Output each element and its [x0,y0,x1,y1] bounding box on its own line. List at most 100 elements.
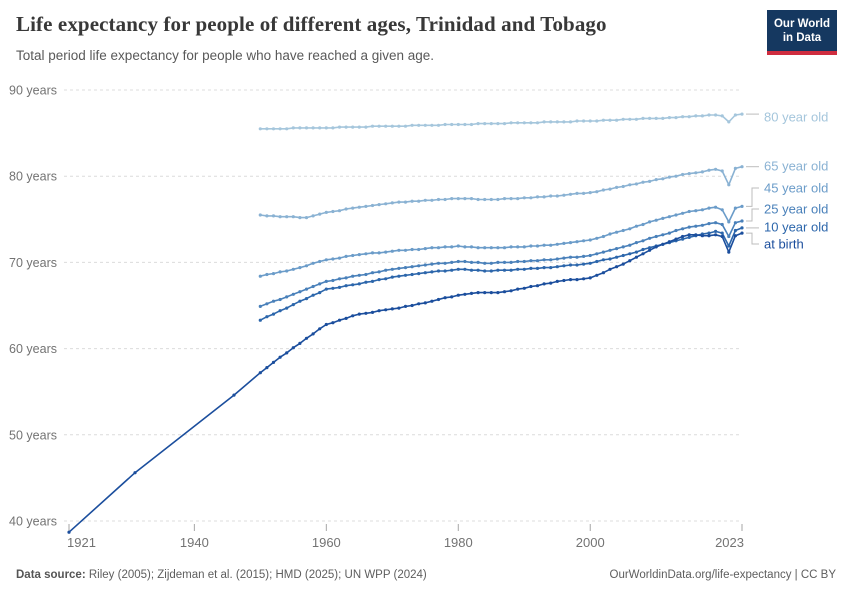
data-point [430,246,434,250]
data-point [483,122,487,126]
data-point [377,278,381,282]
data-point [463,122,467,127]
data-point [694,171,698,175]
data-point [476,122,480,126]
data-point [568,192,573,196]
data-point [483,291,487,295]
series-line-at-birth [68,232,743,534]
data-point [384,202,388,206]
owid-logo[interactable]: Our World in Data [767,10,837,55]
data-point [595,259,599,264]
data-point [549,243,553,247]
data-point [502,197,507,201]
data-point [595,119,599,123]
data-point [694,114,698,118]
data-point [740,204,744,208]
data-point [278,215,282,219]
data-point [522,267,526,271]
data-point [733,206,738,210]
data-point [337,318,342,322]
data-point [318,291,322,295]
series-label-65-year-old[interactable]: 65 year old [764,159,828,174]
data-point [562,241,566,245]
data-point [285,306,289,310]
data-point [555,242,559,246]
data-point [641,252,645,256]
data-point [364,272,368,277]
data-point [707,113,711,117]
footer-link[interactable]: OurWorldinData.org/life-expectancy | CC … [609,569,836,581]
data-point [271,360,276,364]
data-point [397,266,401,270]
data-point [529,266,533,270]
data-point [450,122,454,127]
series-65-year-old[interactable]: 65 year old [258,159,829,220]
data-point [423,301,427,305]
data-point [634,224,639,228]
data-point [509,260,513,264]
series-label-45-year-old[interactable]: 45 year old [764,181,828,196]
data-point [384,268,388,272]
data-point [608,248,612,252]
data-point [535,259,540,263]
series-label-10-year-old[interactable]: 10 year old [764,220,828,235]
data-point [258,127,262,131]
data-source-text: Riley (2005); Zijdeman et al. (2015); HM… [85,569,427,581]
data-point [351,274,355,278]
data-point [377,203,381,207]
data-point [727,120,731,124]
y-axis-tick-label: 90 years [9,84,57,98]
data-point [740,165,744,169]
data-point [450,197,454,201]
data-point [588,238,592,242]
data-point [621,184,625,189]
data-point [667,240,672,244]
series-at-birth[interactable]: at birth [67,231,804,534]
data-point [370,203,375,208]
data-point [502,122,507,126]
series-label-25-year-old[interactable]: 25 year old [764,202,828,217]
data-point [595,252,599,256]
data-point [615,185,619,189]
series-45-year-old[interactable]: 45 year old [258,181,829,278]
data-point [707,206,711,210]
data-point [529,284,533,289]
data-point [443,296,447,300]
data-point [555,257,559,261]
data-point [265,214,269,218]
data-point [516,197,520,201]
data-point [733,166,738,170]
data-point [687,225,691,229]
data-point [271,214,276,218]
series-label-80-year-old[interactable]: 80 year old [764,110,828,125]
data-point [575,255,579,259]
data-point [344,276,348,280]
data-point [324,322,328,327]
data-point [265,302,269,306]
data-point [700,170,705,174]
data-point [278,355,282,359]
data-point [595,236,599,240]
series-10-year-old[interactable]: 10 year old [258,220,829,322]
data-point [535,244,540,248]
x-axis-tick-label: 1921 [67,535,96,550]
data-point [390,267,394,271]
data-point [575,263,579,267]
data-point [324,279,328,283]
y-axis-tick-label: 60 years [9,342,57,356]
series-80-year-old[interactable]: 80 year old [258,110,829,131]
series-label-at-birth[interactable]: at birth [764,237,804,252]
data-point [522,286,526,290]
data-point [364,252,368,256]
data-point [502,260,507,264]
data-point [681,227,685,231]
data-point [337,285,342,289]
data-point [285,295,289,299]
data-point [318,212,322,216]
series-25-year-old[interactable]: 25 year old [258,202,829,309]
data-point [667,231,672,235]
data-point [740,219,744,223]
y-axis-tick-label: 40 years [9,515,57,529]
data-point [489,122,493,126]
